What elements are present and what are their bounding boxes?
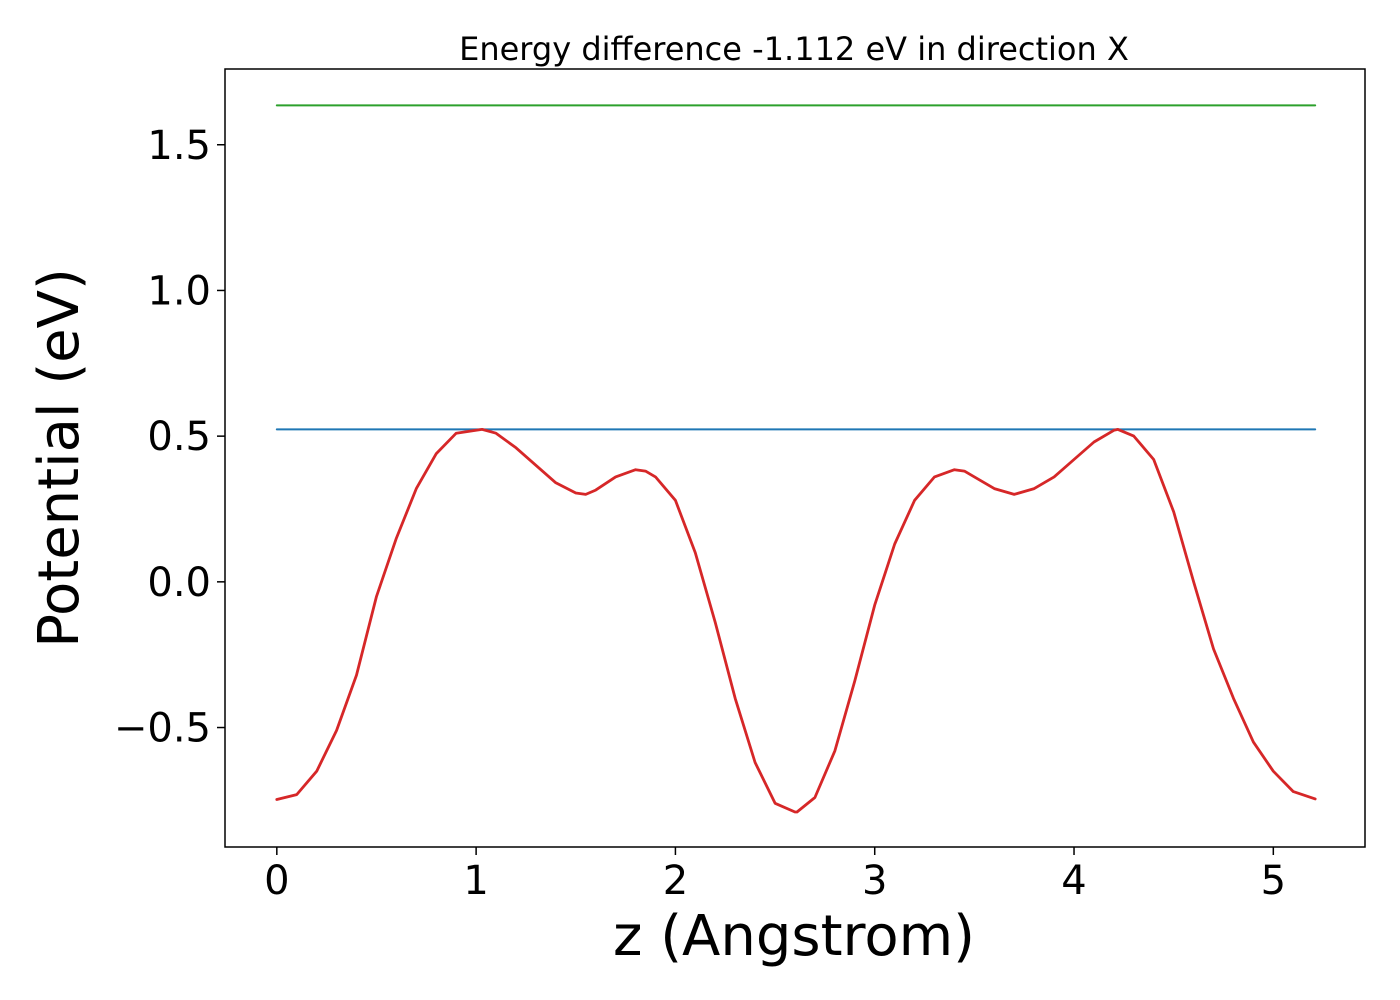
chart-title: Energy difference -1.112 eV in direction… [459,30,1129,68]
x-axis: 0 1 2 3 4 5 [264,847,1286,904]
x-tick-label: 3 [862,858,887,904]
y-tick-label: 0.5 [147,414,211,460]
plot-area [225,69,1365,847]
y-axis-label: Potential (eV) [27,268,92,648]
series-group [275,104,1317,814]
series-line-2 [275,427,1317,814]
x-tick-label: 1 [463,858,488,904]
y-tick-label: 1.5 [147,123,211,169]
x-tick-label: 5 [1261,858,1286,904]
y-tick-label: 0.0 [147,560,211,606]
y-axis: −0.5 0.0 0.5 1.0 1.5 [114,123,225,752]
x-tick-label: 2 [663,858,688,904]
x-tick-label: 4 [1061,858,1086,904]
x-axis-label: z (Angstrom) [613,904,975,969]
plot-frame [224,68,1366,848]
x-tick-label: 0 [264,858,289,904]
y-tick-label: −0.5 [114,706,211,752]
y-tick-label: 1.0 [147,268,211,314]
